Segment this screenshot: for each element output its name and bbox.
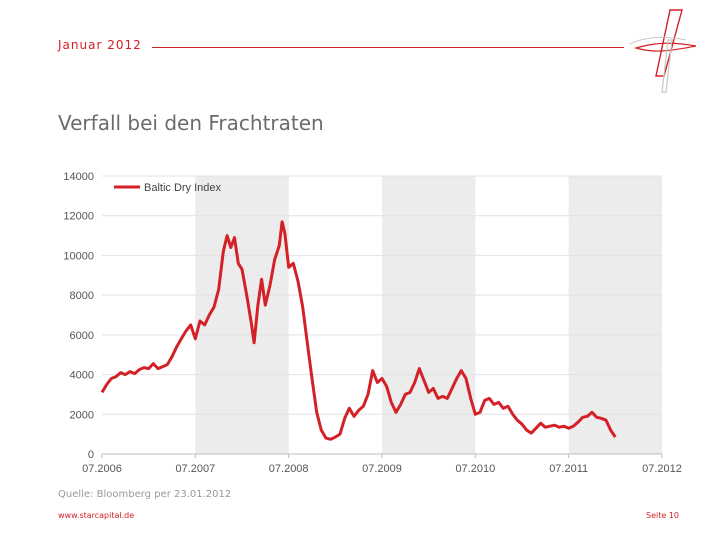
footer-page-number: Seite 10 (646, 511, 680, 520)
x-tick-label: 07.2009 (362, 463, 402, 475)
y-axis-ticks: 0 2000 4000 6000 8000 10000 12000 14000 (63, 171, 94, 461)
y-tick-label: 12000 (63, 211, 94, 223)
y-tick-label: 6000 (70, 330, 94, 342)
header-rule (152, 47, 624, 48)
x-tick-label: 07.2006 (82, 463, 122, 475)
header-date: Januar 2012 (58, 38, 142, 52)
starcapital-logo-icon (629, 9, 697, 93)
legend-entry-baltic-dry-index: Baltic Dry Index (144, 182, 222, 194)
y-tick-label: 14000 (63, 171, 94, 183)
x-tick-label: 07.2008 (269, 463, 309, 475)
page-title: Verfall bei den Frachtraten (58, 111, 324, 135)
year-bands (195, 176, 662, 454)
x-tick-label: 07.2007 (175, 463, 215, 475)
source-note: Quelle: Bloomberg per 23.01.2012 (58, 489, 232, 500)
footer-url[interactable]: www.starcapital.de (58, 511, 135, 520)
x-axis-ticks: 07.2006 07.2007 07.2008 07.2009 07.2010 07.20… (82, 454, 682, 475)
y-tick-label: 4000 (70, 370, 94, 382)
legend: Baltic Dry Index (114, 182, 222, 194)
x-tick-label: 07.2011 (549, 463, 588, 475)
baltic-dry-index-chart: 0 2000 4000 6000 8000 10000 12000 14000 07.2006… (63, 171, 682, 475)
x-tick-label: 07.2010 (455, 463, 495, 475)
x-tick-label: 07.2012 (642, 463, 682, 475)
y-tick-label: 10000 (63, 250, 94, 262)
y-tick-label: 8000 (70, 290, 94, 302)
y-tick-label: 0 (88, 449, 94, 461)
series-line-baltic-dry-index (100, 220, 617, 441)
y-tick-label: 2000 (70, 409, 94, 421)
year-band (568, 176, 662, 454)
